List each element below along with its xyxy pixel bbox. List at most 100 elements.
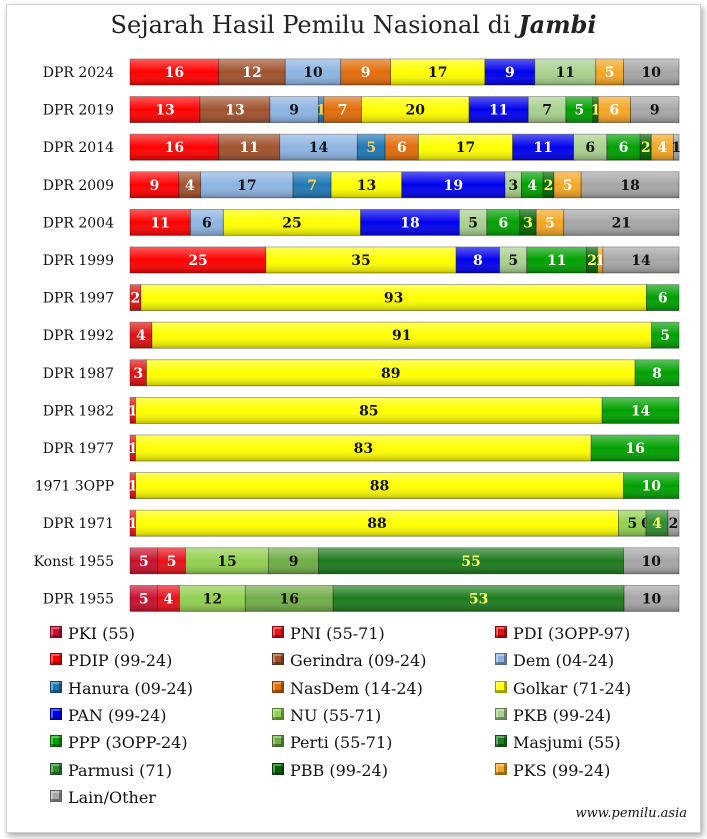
bar-value-label: 11 xyxy=(547,253,566,269)
bar-value-label: 5 xyxy=(563,178,573,194)
bar-segment-shading xyxy=(534,59,596,85)
bar-segment-shading xyxy=(268,547,319,574)
bar-value-label: 5 xyxy=(366,140,376,156)
legend-label: PKS (99-24) xyxy=(513,760,611,780)
bar-segment-shading xyxy=(673,134,679,161)
bar-value-label: 13 xyxy=(357,178,376,194)
bar-value-label: 1 xyxy=(128,403,138,419)
bar-segment-shading xyxy=(293,171,332,198)
bar-segment-shading xyxy=(630,96,679,123)
legend-label: NasDem (14-24) xyxy=(290,678,423,698)
bar-segment-shading xyxy=(668,510,679,537)
bar-segment-shading xyxy=(218,59,286,85)
bar-segment-shading xyxy=(602,397,679,424)
bar-value-label: 9 xyxy=(289,103,299,119)
bar-segment-shading xyxy=(360,209,460,236)
bar-value-label: 6 xyxy=(397,140,407,156)
bar-value-label: 53 xyxy=(469,591,488,607)
bar-value-label: 13 xyxy=(155,103,174,119)
legend-label: PNI (55-71) xyxy=(290,624,385,643)
legend-item-pdi: PDI (3OPP-97) xyxy=(495,624,630,643)
bar-value-label: 5 xyxy=(660,328,670,344)
title-place: Jambi xyxy=(518,10,597,39)
bar-segment-shading xyxy=(543,171,554,198)
legend-swatch xyxy=(495,707,507,720)
bar-value-label: 5 xyxy=(468,215,478,231)
bar-value-label: 9 xyxy=(505,65,515,81)
chart-title: Sejarah Hasil Pemilu Nasional di Jambi xyxy=(0,10,707,39)
legend-item-perti: Perti (55-71) xyxy=(272,733,392,752)
legend-label: Gerindra (09-24) xyxy=(290,651,427,671)
legend-swatch xyxy=(50,735,62,748)
bar-value-label: 18 xyxy=(400,215,419,231)
bar-segment-shading xyxy=(340,59,391,85)
bar-segment-shading xyxy=(618,510,647,537)
bar-value-label: 5 xyxy=(627,516,637,532)
bar-value-label: 17 xyxy=(237,178,256,194)
bar-segment-shading xyxy=(318,547,624,574)
legend-swatch xyxy=(272,653,284,666)
row-label: DPR 2019 xyxy=(43,103,114,119)
bar-value-label: 6 xyxy=(619,140,629,156)
legend-item-masjumi: Masjumi (55) xyxy=(495,733,621,752)
row-label: 1971 3OPP xyxy=(35,479,114,495)
row-label: DPR 2004 xyxy=(43,215,114,231)
bar-segment-shading xyxy=(519,209,537,236)
bar-segment-shading xyxy=(185,547,269,574)
bar-segment-shading xyxy=(536,209,564,236)
bar-segment-shading xyxy=(285,59,341,85)
legend-swatch xyxy=(50,680,62,693)
bar-value-label: 21 xyxy=(612,215,631,231)
legend-item-hanura: Hanura (09-24) xyxy=(50,679,193,698)
bar-segment-shading xyxy=(505,171,522,198)
legend-label: Lain/Other xyxy=(68,787,156,807)
bar-value-label: 4 xyxy=(527,178,537,194)
bar-segment-shading xyxy=(602,247,679,273)
legend-swatch xyxy=(495,762,507,775)
bar-segment-shading xyxy=(140,284,647,311)
legend-label: Masjumi (55) xyxy=(513,733,621,753)
bar-segment-shading xyxy=(598,96,631,123)
bar-segment-shading xyxy=(591,435,679,461)
bar-segment-shading xyxy=(357,134,386,161)
bar-segment-shading xyxy=(553,171,582,198)
bar-value-label: 1 xyxy=(671,140,681,156)
bar-value-label: 1 xyxy=(316,103,326,119)
bar-value-label: 10 xyxy=(642,554,662,570)
bar-segment-shading xyxy=(499,247,527,273)
legend-swatch xyxy=(495,626,507,638)
legend-label: PDIP (99-24) xyxy=(68,651,173,671)
bar-segment-shading xyxy=(130,359,147,386)
bar-value-label: 13 xyxy=(225,103,244,119)
bar-segment-shading xyxy=(151,322,652,349)
bar-segment-shading xyxy=(269,96,319,123)
title-text: Sejarah Hasil Pemilu Nasional di xyxy=(110,11,511,39)
bar-segment-shading xyxy=(223,209,361,236)
bar-value-label: 9 xyxy=(361,65,371,81)
bar-value-label: 1 xyxy=(128,516,138,532)
bar-segment-shading xyxy=(130,547,158,574)
legend-swatch xyxy=(495,680,507,693)
bar-segment-shading xyxy=(573,134,607,161)
bar-segment-shading xyxy=(331,171,402,198)
legend-swatch xyxy=(272,735,284,748)
bar-segment-shading xyxy=(592,96,599,123)
bar-segment-shading xyxy=(130,171,179,198)
bar-value-label: 9 xyxy=(150,178,160,194)
bar-segment-shading xyxy=(157,547,186,574)
bar-segment-shading xyxy=(190,209,224,236)
legend-item-gerindra: Gerindra (09-24) xyxy=(272,651,426,670)
bar-value-label: 14 xyxy=(631,403,651,419)
bar-segment-shading xyxy=(624,585,679,612)
bar-value-label: 10 xyxy=(642,479,662,495)
bar-value-label: 4 xyxy=(136,328,146,344)
bar-segment-shading xyxy=(130,59,219,85)
bar-value-label: 8 xyxy=(473,253,483,269)
legend-item-pni: PNI (55-71) xyxy=(272,624,385,643)
legend-swatch xyxy=(272,626,284,638)
legend-swatch xyxy=(50,789,62,802)
bar-segment-shading xyxy=(135,510,619,537)
bar-segment-shading xyxy=(597,247,603,273)
row-label: DPR 2024 xyxy=(43,65,114,81)
